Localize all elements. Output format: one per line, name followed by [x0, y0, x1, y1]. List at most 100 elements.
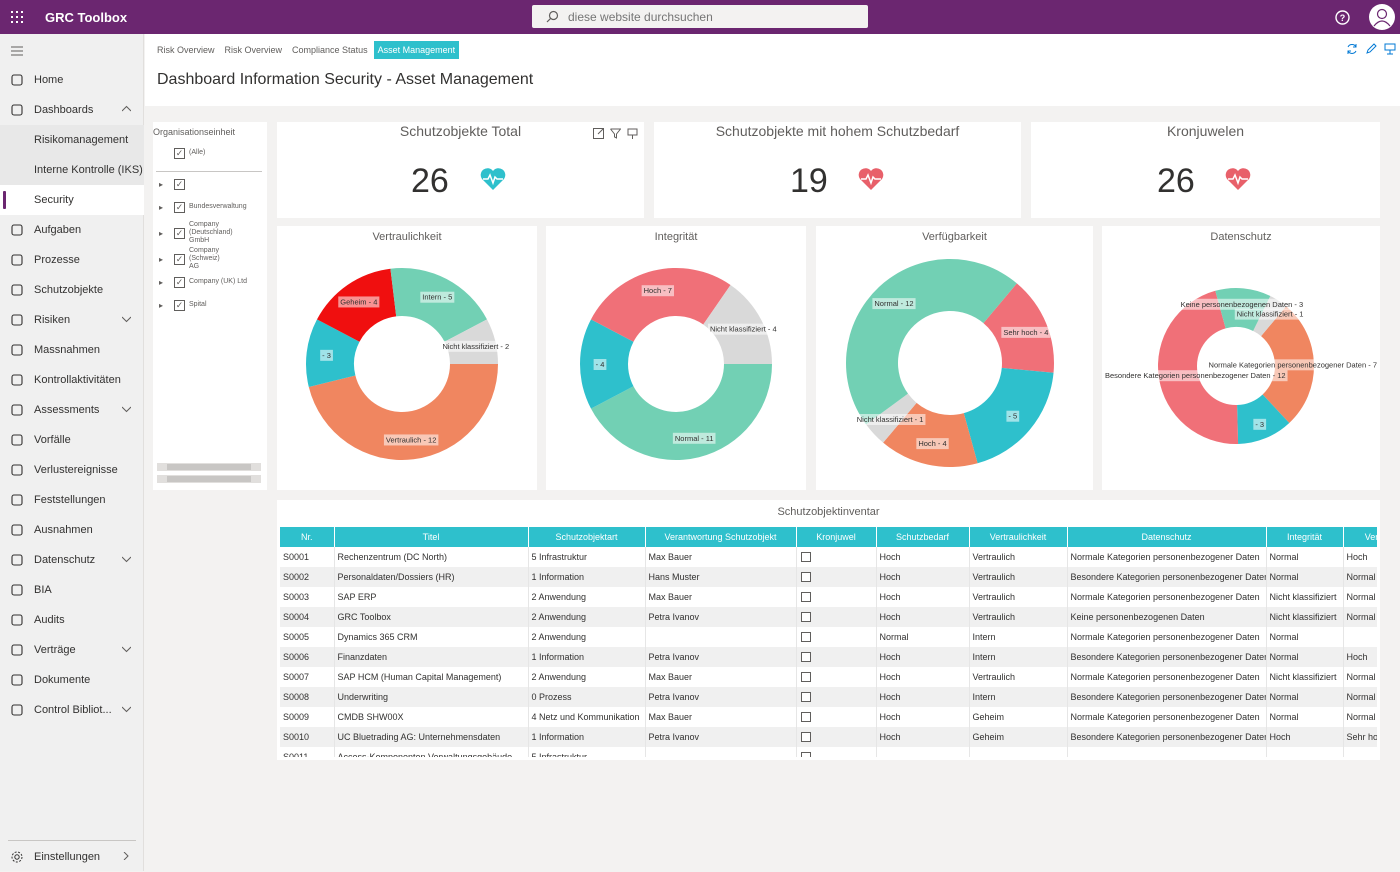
- expand-icon[interactable]: ▸: [159, 228, 164, 238]
- sidebar-item-massnahmen[interactable]: Massnahmen: [0, 335, 144, 365]
- sidebar-item-home[interactable]: Home: [0, 65, 144, 95]
- kronjuwel-checkbox[interactable]: [800, 552, 811, 563]
- sidebar-item-prozesse[interactable]: Prozesse: [0, 245, 144, 275]
- column-header[interactable]: Kronjuwel: [796, 527, 877, 547]
- sidebar-item-schutzobjekte[interactable]: Schutzobjekte: [0, 275, 144, 305]
- scrollbar-thumb[interactable]: [167, 464, 251, 470]
- checkbox[interactable]: ✓: [174, 147, 185, 159]
- kronjuwel-checkbox[interactable]: [800, 752, 811, 757]
- sidebar-item-verlustereignisse[interactable]: Verlustereignisse: [0, 455, 144, 485]
- sidebar-item-risikomanagement[interactable]: Risikomanagement: [0, 125, 144, 155]
- expand-icon[interactable]: ▸: [159, 300, 164, 310]
- sidebar-item-control-bibliot[interactable]: Control Bibliot...: [0, 695, 144, 725]
- column-header[interactable]: Schutzobjektart: [528, 527, 646, 547]
- column-header[interactable]: Ver: [1343, 527, 1377, 547]
- table-scroll-area[interactable]: Nr. Titel Schutzobjektart Verantwortung Sch…: [280, 527, 1377, 757]
- table-row[interactable]: S0009 CMDB SHW00X 4 Netz und Kommunikation…: [280, 707, 1377, 727]
- kronjuwel-checkbox[interactable]: [800, 692, 811, 703]
- help-icon[interactable]: ?: [1335, 10, 1350, 25]
- table-row[interactable]: S0010 UC Bluetrading AG: Unternehmensdate…: [280, 727, 1377, 747]
- donut-slice[interactable]: [590, 364, 772, 461]
- sidebar-item-dokumente[interactable]: Dokumente: [0, 665, 144, 695]
- expand-icon[interactable]: ▸: [159, 277, 164, 287]
- tab-asset-management[interactable]: Asset Management: [373, 41, 460, 59]
- donut-slice[interactable]: [580, 319, 634, 409]
- hamburger-icon[interactable]: [11, 46, 23, 56]
- sidebar-item-assessments[interactable]: Assessments: [0, 395, 144, 425]
- horizontal-scrollbar[interactable]: [157, 463, 261, 471]
- tab-compliance-status[interactable]: Compliance Status: [292, 45, 368, 55]
- table-row[interactable]: S0006 Finanzdaten 1 Information Petra Ivano…: [280, 647, 1377, 667]
- sidebar-item-datenschutz[interactable]: Datenschutz: [0, 545, 144, 575]
- column-header[interactable]: Schutzbedarf: [876, 527, 970, 547]
- user-avatar[interactable]: [1369, 4, 1395, 30]
- sidebar-item-settings[interactable]: Einstellungen: [0, 842, 144, 872]
- sidebar-item-aufgaben[interactable]: Aufgaben: [0, 215, 144, 245]
- table-row[interactable]: S0008 Underwriting 0 Prozess Petra Ivanov Ho…: [280, 687, 1377, 707]
- scrollbar-thumb[interactable]: [167, 476, 251, 482]
- kronjuwel-checkbox[interactable]: [800, 632, 811, 643]
- sidebar-item-interne-kontrolle-iks[interactable]: Interne Kontrolle (IKS): [0, 155, 144, 185]
- app-title[interactable]: GRC Toolbox: [45, 10, 128, 25]
- presentation-icon[interactable]: [1384, 43, 1396, 55]
- search-box[interactable]: [532, 5, 868, 28]
- table-row[interactable]: S0003 SAP ERP 2 Anwendung Max Bauer Hoch Vert…: [280, 587, 1377, 607]
- sidebar-item-kontrollaktivitäten[interactable]: Kontrollaktivitäten: [0, 365, 144, 395]
- sidebar-item-verträge[interactable]: Verträge: [0, 635, 144, 665]
- column-header[interactable]: Titel: [334, 527, 529, 547]
- sidebar-item-security[interactable]: Security: [0, 185, 144, 215]
- kronjuwel-checkbox[interactable]: [800, 652, 811, 663]
- checkbox[interactable]: ✓: [174, 276, 185, 288]
- horizontal-scrollbar[interactable]: [157, 475, 261, 483]
- checkbox[interactable]: ✓: [174, 299, 185, 311]
- column-header[interactable]: Nr.: [280, 527, 335, 547]
- exception-icon: [11, 524, 23, 536]
- pin-icon[interactable]: [627, 128, 638, 139]
- checkbox[interactable]: ✓: [174, 253, 185, 265]
- checkbox[interactable]: ✓: [174, 227, 185, 239]
- table-cell: Rechenzentrum (DC North): [334, 547, 529, 567]
- edit-icon[interactable]: [1365, 43, 1377, 55]
- sidebar-item-vorfälle[interactable]: Vorfälle: [0, 425, 144, 455]
- table-row[interactable]: S0011 Access-Komponenten Verwaltungsgebäu…: [280, 747, 1377, 757]
- tab-risk-overview-1[interactable]: Risk Overview: [157, 45, 215, 55]
- kronjuwel-checkbox[interactable]: [800, 592, 811, 603]
- sidebar-item-dashboards[interactable]: Dashboards: [0, 95, 144, 125]
- sidebar-item-bia[interactable]: BIA: [0, 575, 144, 605]
- column-header[interactable]: Verantwortung Schutzobjekt: [645, 527, 797, 547]
- table-row[interactable]: S0007 SAP HCM (Human Capital Management) 2…: [280, 667, 1377, 687]
- kronjuwel-checkbox[interactable]: [800, 572, 811, 583]
- column-header[interactable]: Integrität: [1266, 527, 1344, 547]
- sidebar-item-risiken[interactable]: Risiken: [0, 305, 144, 335]
- donut-slice[interactable]: [590, 268, 731, 342]
- kronjuwel-checkbox[interactable]: [800, 612, 811, 623]
- table-cell: Normale Kategorien personenbezogener Dat…: [1067, 547, 1267, 567]
- sidebar-item-audits[interactable]: Audits: [0, 605, 144, 635]
- tab-risk-overview-2[interactable]: Risk Overview: [224, 45, 283, 55]
- kronjuwel-checkbox[interactable]: [800, 712, 811, 723]
- column-header[interactable]: Vertraulichkeit: [969, 527, 1068, 547]
- expand-icon[interactable]: ▸: [159, 179, 164, 189]
- focus-mode-icon[interactable]: [593, 128, 604, 139]
- column-header[interactable]: Datenschutz: [1067, 527, 1267, 547]
- table-row[interactable]: S0001 Rechenzentrum (DC North) 5 Infrastru…: [280, 547, 1377, 567]
- filter-icon[interactable]: [610, 128, 621, 139]
- expand-icon[interactable]: ▸: [159, 202, 164, 212]
- kronjuwel-checkbox[interactable]: [800, 672, 811, 683]
- sidebar-item-feststellungen[interactable]: Feststellungen: [0, 485, 144, 515]
- donut-slice[interactable]: [308, 364, 498, 461]
- sidebar-item-ausnahmen[interactable]: Ausnahmen: [0, 515, 144, 545]
- checkbox[interactable]: ✓: [174, 178, 185, 190]
- table-row[interactable]: S0005 Dynamics 365 CRM 2 Anwendung Normal In…: [280, 627, 1377, 647]
- expand-icon[interactable]: ▸: [159, 254, 164, 264]
- app-launcher-icon[interactable]: [11, 11, 23, 23]
- checkbox[interactable]: ✓: [174, 201, 185, 213]
- table-row[interactable]: S0002 Personaldaten/Dossiers (HR) 1 Inform…: [280, 567, 1377, 587]
- kronjuwel-checkbox[interactable]: [800, 732, 811, 743]
- table-row[interactable]: S0004 GRC Toolbox 2 Anwendung Petra Ivanov H…: [280, 607, 1377, 627]
- donut-slice[interactable]: [390, 268, 488, 342]
- cell-text: Hoch: [1346, 652, 1368, 662]
- refresh-icon[interactable]: [1346, 43, 1358, 55]
- search-input[interactable]: [568, 8, 848, 25]
- donut-slice[interactable]: [1158, 290, 1239, 444]
